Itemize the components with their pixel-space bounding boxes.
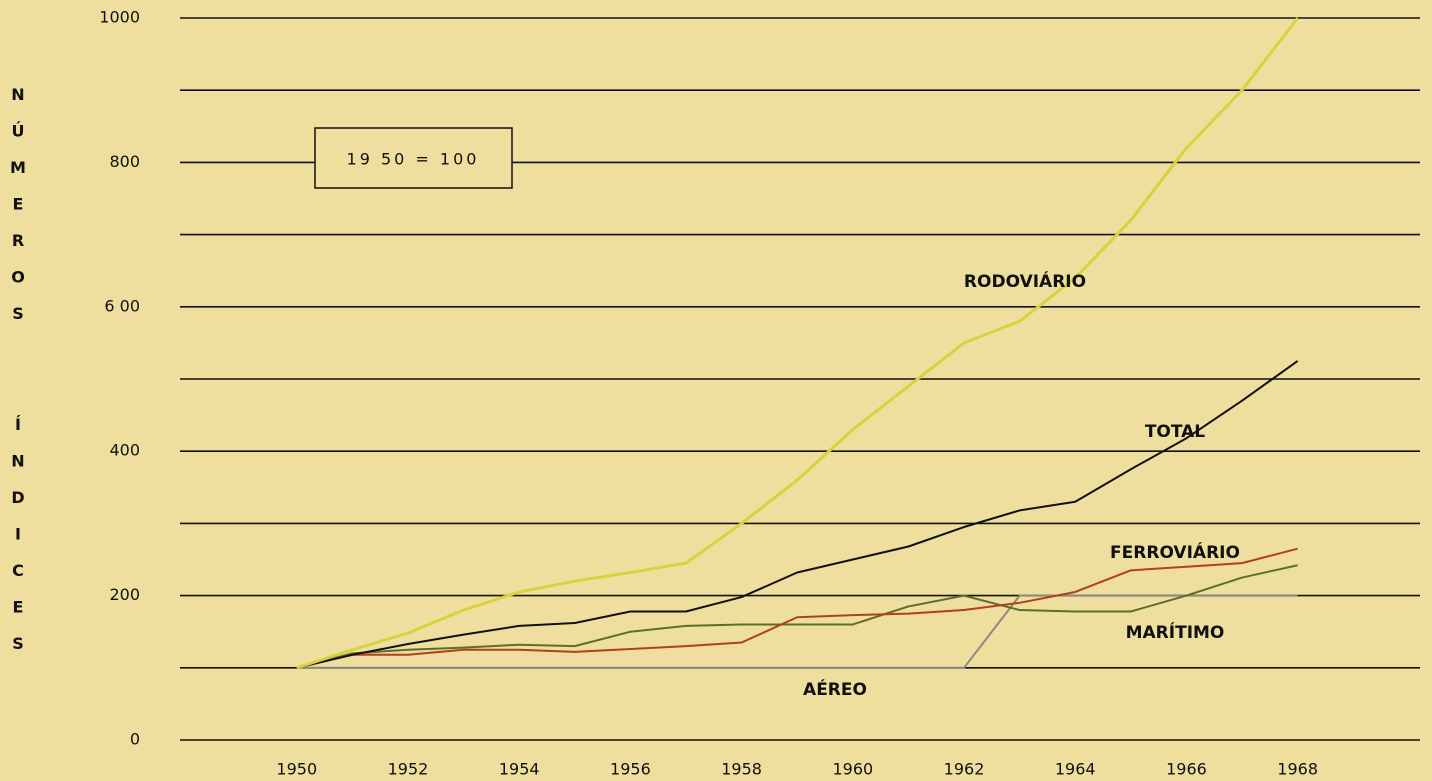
series-line xyxy=(296,547,1298,669)
x-tick-label: 1958 xyxy=(721,760,762,779)
series-line xyxy=(296,564,1298,669)
y-tick-label: 6 00 xyxy=(104,296,140,315)
x-tick-label: 1956 xyxy=(610,760,651,779)
series-line xyxy=(296,17,1299,670)
x-tick-label: 1952 xyxy=(388,760,429,779)
annotation: 19 50 = 100 xyxy=(347,150,480,169)
y-tick-label: 200 xyxy=(109,585,140,604)
series-label: TOTAL xyxy=(1145,422,1205,442)
x-tick-label: 1954 xyxy=(499,760,540,779)
x-tick-label: 1968 xyxy=(1277,760,1318,779)
x-tick-label: 1966 xyxy=(1166,760,1207,779)
series-label: AÉREO xyxy=(803,678,867,700)
annotation-box xyxy=(314,127,513,189)
x-tick-label: 1962 xyxy=(944,760,985,779)
y-tick-label: 800 xyxy=(109,152,140,171)
x-tick-label: 1960 xyxy=(832,760,873,779)
series-line xyxy=(296,594,1298,669)
y-tick-label: 0 xyxy=(130,730,140,749)
series-line xyxy=(296,360,1299,669)
y-tick-label: 1000 xyxy=(99,8,140,27)
series-label: MARÍTIMO xyxy=(1126,621,1225,643)
x-tick-label: 1950 xyxy=(276,760,317,779)
y-tick-label: 400 xyxy=(109,441,140,460)
series-label: RODOVIÁRIO xyxy=(964,270,1086,292)
x-tick-label: 1964 xyxy=(1055,760,1096,779)
series-label: FERROVIÁRIO xyxy=(1110,541,1240,563)
